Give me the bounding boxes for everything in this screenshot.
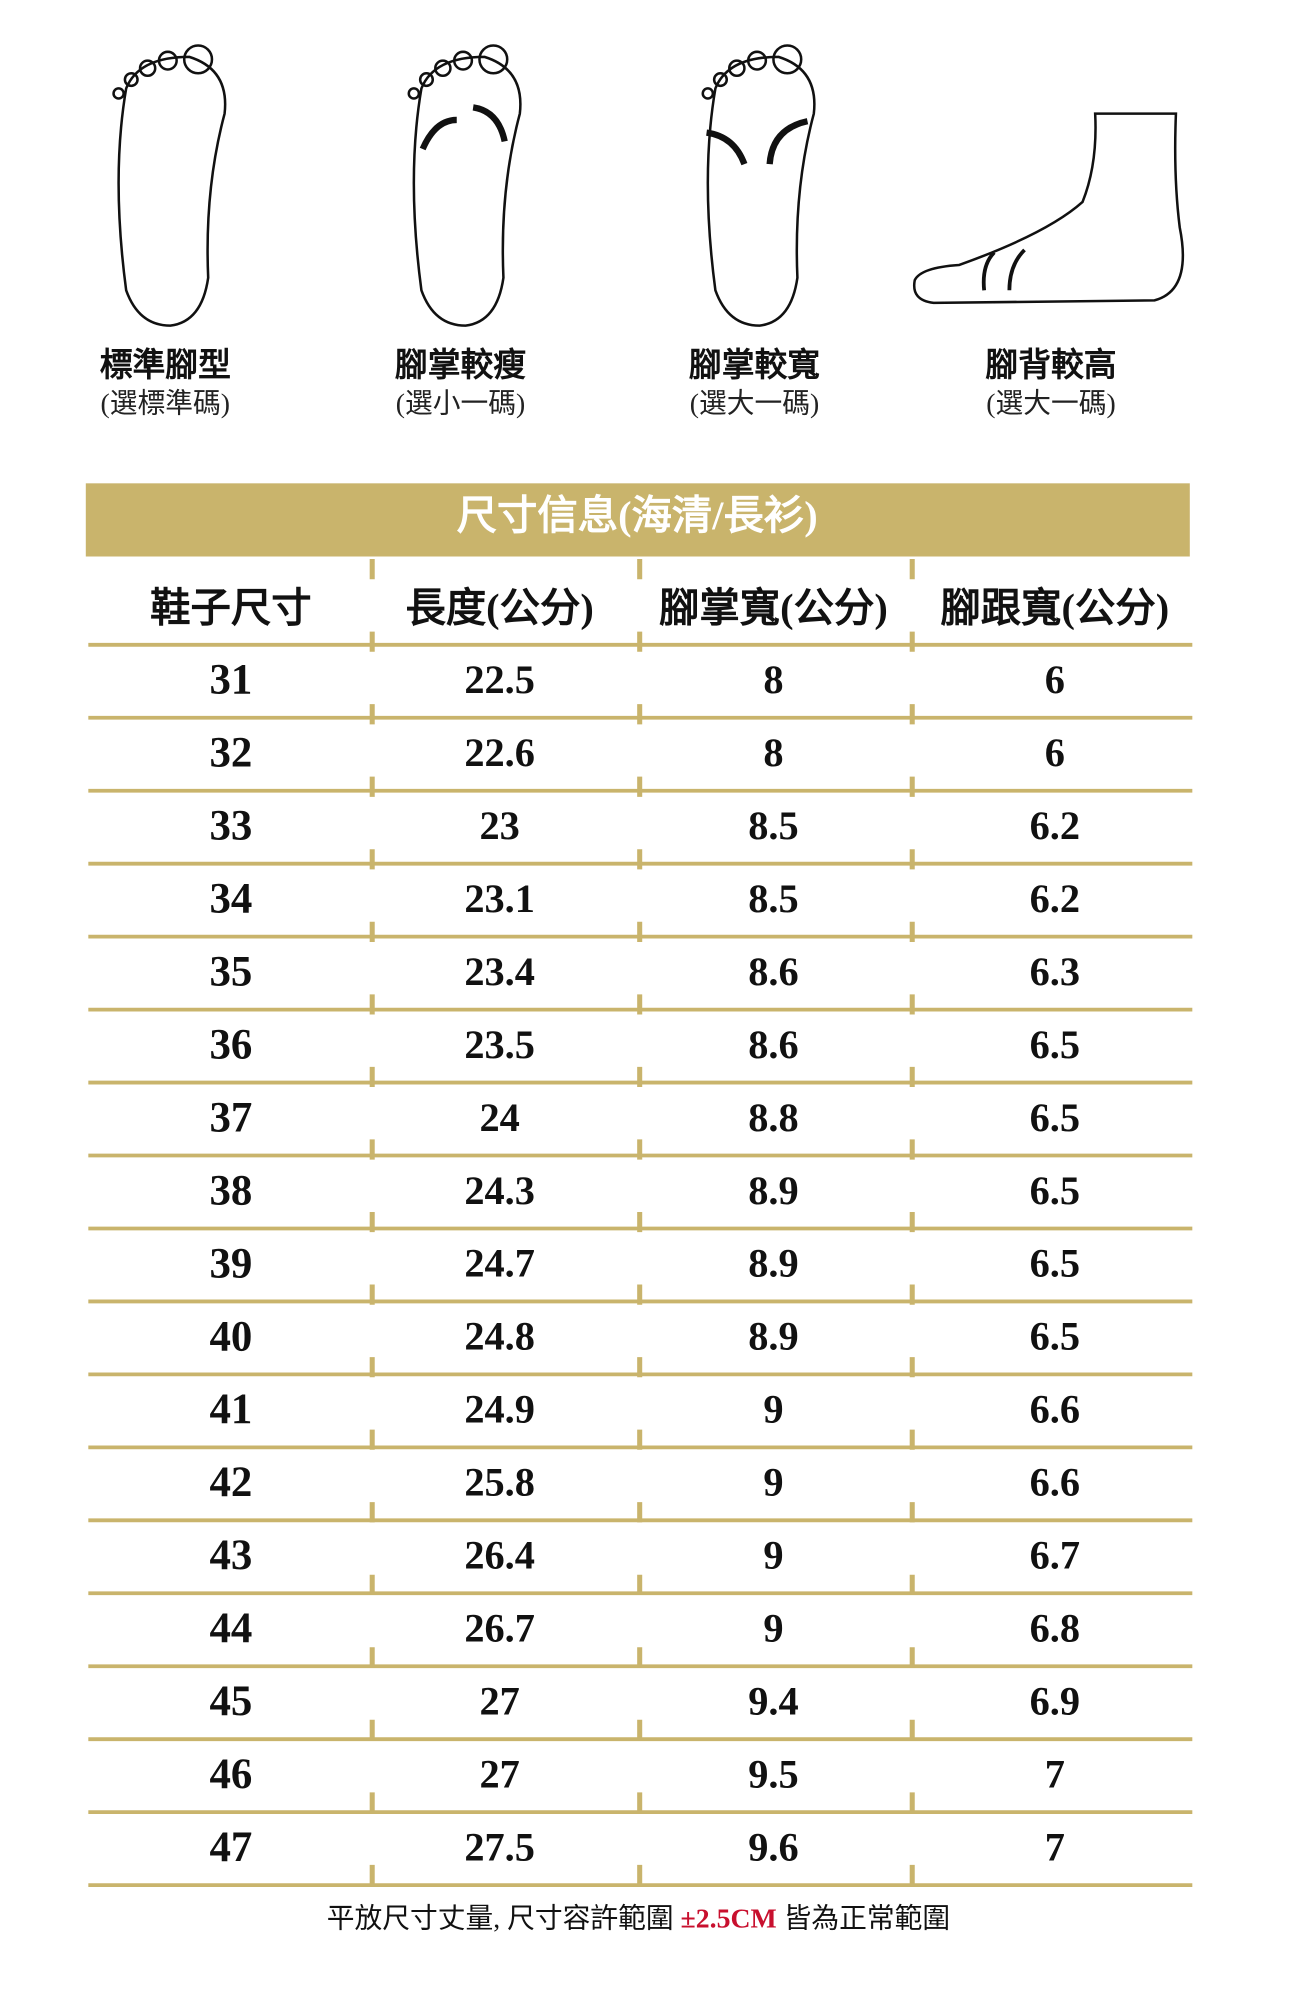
table-cell: 6.8 bbox=[1030, 1606, 1080, 1651]
table-cell: 8.6 bbox=[748, 1022, 798, 1067]
table-cell: 6.9 bbox=[1030, 1678, 1080, 1723]
table-cell: 41 bbox=[209, 1386, 252, 1433]
table-cell: 34 bbox=[209, 876, 252, 923]
table-cell: 23 bbox=[479, 803, 519, 848]
table-cell: 39 bbox=[209, 1240, 252, 1287]
foot-type-title: 腳掌較瘦 bbox=[395, 347, 526, 384]
table-title: 尺寸信息(海清/長衫) bbox=[457, 493, 818, 538]
column-header: 鞋子尺寸 bbox=[150, 585, 311, 630]
table-cell: 24.3 bbox=[464, 1168, 535, 1213]
table-cell: 9.6 bbox=[748, 1824, 798, 1869]
table-cell: 23.4 bbox=[464, 949, 535, 994]
table-cell: 8.5 bbox=[748, 803, 798, 848]
table-cell: 33 bbox=[209, 803, 252, 850]
foot-type-title: 腳背較高 bbox=[985, 347, 1116, 384]
table-cell: 8.6 bbox=[748, 949, 798, 994]
table-cell: 27.5 bbox=[464, 1824, 535, 1869]
table-cell: 8.9 bbox=[748, 1168, 798, 1213]
table-cell: 45 bbox=[209, 1678, 252, 1725]
table-cell: 24 bbox=[479, 1095, 519, 1140]
table-title-banner bbox=[85, 483, 1190, 557]
table-cell: 37 bbox=[209, 1094, 252, 1141]
column-header: 長度(公分) bbox=[405, 585, 593, 630]
table-cell: 9 bbox=[763, 1533, 783, 1578]
table-cell: 7 bbox=[1045, 1824, 1065, 1869]
table-cell: 6.2 bbox=[1030, 803, 1080, 848]
table-cell: 35 bbox=[209, 948, 252, 995]
footer-text: 皆為正常範圍 bbox=[777, 1904, 950, 1935]
table-cell: 6.5 bbox=[1030, 1095, 1080, 1140]
table-cell: 44 bbox=[209, 1605, 252, 1652]
foot-type-subtitle: (選大一碼) bbox=[690, 389, 819, 420]
table-cell: 23.1 bbox=[464, 876, 535, 921]
table-cell: 8.9 bbox=[748, 1314, 798, 1359]
table-cell: 27 bbox=[479, 1751, 519, 1796]
table-cell: 6.5 bbox=[1030, 1241, 1080, 1286]
table-cell: 43 bbox=[209, 1532, 252, 1579]
foot-type-subtitle: (選小一碼) bbox=[396, 389, 525, 420]
foot-type-title: 腳掌較寬 bbox=[689, 347, 820, 384]
table-cell: 9 bbox=[763, 1387, 783, 1432]
table-cell: 6.2 bbox=[1030, 876, 1080, 921]
table-cell: 31 bbox=[209, 657, 252, 704]
table-cell: 27 bbox=[479, 1678, 519, 1723]
table-cell: 8.9 bbox=[748, 1241, 798, 1286]
table-cell: 8.8 bbox=[748, 1095, 798, 1140]
foot-type-title: 標準腳型 bbox=[100, 347, 231, 384]
table-cell: 6.5 bbox=[1030, 1168, 1080, 1213]
table-cell: 6.6 bbox=[1030, 1460, 1080, 1505]
table-cell: 6.6 bbox=[1030, 1387, 1080, 1432]
column-header: 腳跟寬(公分) bbox=[940, 585, 1169, 630]
table-cell: 36 bbox=[209, 1021, 252, 1068]
table-cell: 9.5 bbox=[748, 1751, 798, 1796]
table-cell: 6.5 bbox=[1030, 1022, 1080, 1067]
table-cell: 38 bbox=[209, 1167, 252, 1214]
table-cell: 8 bbox=[763, 730, 783, 775]
table-cell: 22.6 bbox=[464, 730, 535, 775]
table-cell: 8.5 bbox=[748, 876, 798, 921]
table-cell: 22.5 bbox=[464, 657, 535, 702]
table-cell: 25.8 bbox=[464, 1460, 535, 1505]
table-cell: 6 bbox=[1045, 730, 1065, 775]
table-cell: 47 bbox=[209, 1824, 252, 1871]
table-cell: 24.7 bbox=[464, 1241, 535, 1286]
foot-type-subtitle: (選大一碼) bbox=[986, 389, 1115, 420]
table-cell: 6.3 bbox=[1030, 949, 1080, 994]
table-cell: 6 bbox=[1045, 657, 1065, 702]
table-cell: 24.8 bbox=[464, 1314, 535, 1359]
table-cell: 9 bbox=[763, 1460, 783, 1505]
table-cell: 46 bbox=[209, 1751, 252, 1798]
table-cell: 9.4 bbox=[748, 1678, 798, 1723]
table-cell: 24.9 bbox=[464, 1387, 535, 1432]
foot-icons bbox=[112, 44, 1184, 327]
table-cell: 23.5 bbox=[464, 1022, 535, 1067]
footer-text: 平放尺寸丈量, 尺寸容許範圍 bbox=[327, 1904, 681, 1935]
column-header: 腳掌寬(公分) bbox=[659, 585, 888, 630]
table-cell: 9 bbox=[763, 1606, 783, 1651]
table-cell: 26.4 bbox=[464, 1533, 535, 1578]
foot-type-subtitle: (選標準碼) bbox=[101, 389, 230, 420]
table-cell: 6.7 bbox=[1030, 1533, 1080, 1578]
table-cell: 6.5 bbox=[1030, 1314, 1080, 1359]
table-cell: 7 bbox=[1045, 1751, 1065, 1796]
table-cell: 40 bbox=[209, 1313, 252, 1360]
table-cell: 8 bbox=[763, 657, 783, 702]
table-cell: 26.7 bbox=[464, 1606, 535, 1651]
table-cell: 42 bbox=[209, 1459, 252, 1506]
footer-note: 平放尺寸丈量, 尺寸容許範圍 ±2.5CM 皆為正常範圍 bbox=[327, 1904, 950, 1935]
footer-highlight: ±2.5CM bbox=[681, 1904, 777, 1935]
table-cell: 32 bbox=[209, 730, 252, 777]
